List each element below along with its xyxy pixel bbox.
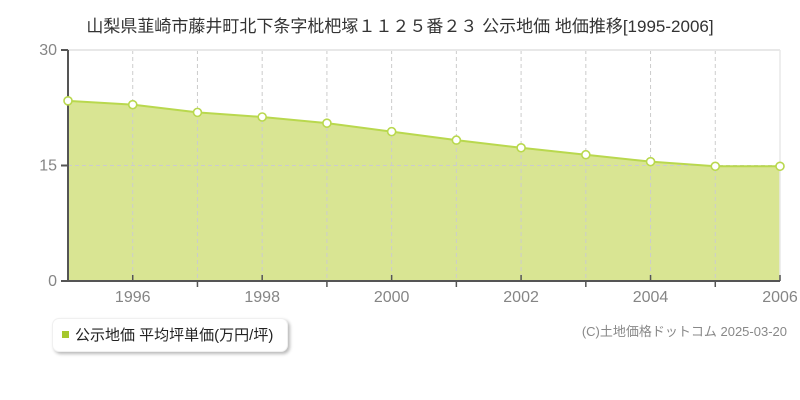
x-tick-label: 1998	[244, 289, 280, 306]
x-tick-label: 2002	[503, 289, 539, 306]
y-tick-label: 30	[39, 42, 57, 59]
data-point-marker	[645, 156, 656, 167]
copyright-text: (C)土地価格ドットコム 2025-03-20	[581, 324, 787, 339]
data-point-marker	[386, 126, 397, 137]
data-point-marker	[775, 161, 785, 172]
data-point-marker	[257, 112, 267, 122]
y-tick-label: 15	[39, 158, 57, 175]
data-point-marker	[516, 142, 526, 153]
data-point-marker	[710, 161, 721, 172]
x-tick-label: 2004	[633, 289, 669, 306]
y-tick-label: 0	[48, 273, 57, 290]
series-area-fill	[68, 100, 780, 281]
legend: 公示地価 平均坪単価(万円/坪)	[52, 318, 289, 352]
chart-title: 山梨県韮崎市藤井町北下条字枇杷塚１１２５番２３ 公示地価 地価推移[1995-2…	[86, 17, 714, 36]
x-tick-label: 1996	[115, 289, 151, 306]
legend-swatch-icon	[62, 331, 69, 338]
x-tick-label: 2006	[762, 289, 798, 306]
data-point-marker	[322, 118, 332, 128]
data-point-marker	[581, 149, 591, 160]
data-point-marker	[451, 135, 462, 145]
data-point-marker	[192, 107, 203, 118]
series-line	[67, 99, 780, 168]
x-tick-label: 2000	[374, 289, 410, 306]
data-point-marker	[63, 96, 73, 106]
legend-series-label: 公示地価 平均坪単価(万円/坪)	[75, 327, 274, 344]
data-point-marker	[127, 99, 138, 110]
